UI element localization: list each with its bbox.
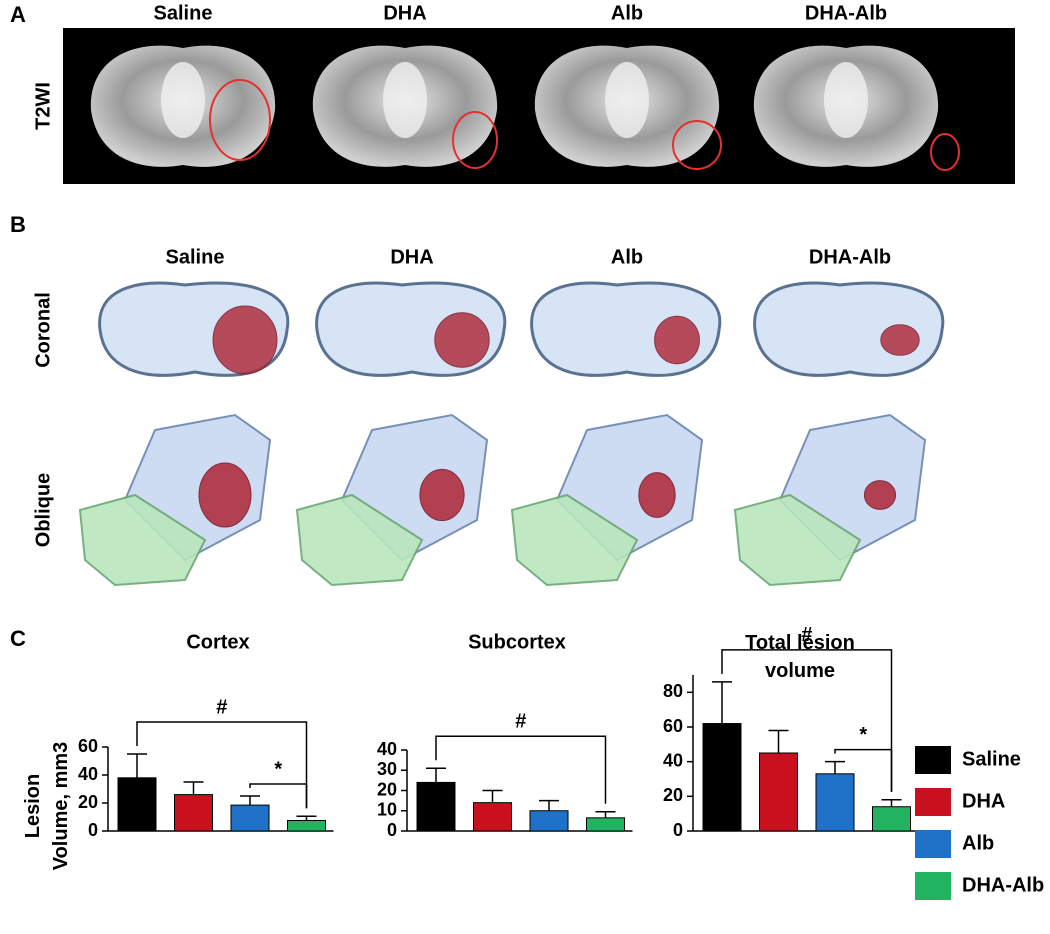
- mri-slice: [90, 45, 276, 167]
- legend-label: DHA-Alb: [962, 874, 1044, 896]
- bar: [815, 773, 855, 832]
- bar: [586, 817, 625, 832]
- significance-bracket: [721, 649, 893, 792]
- coronal-lesion: [212, 305, 278, 375]
- y-tick-label: 10: [377, 800, 397, 820]
- mri-slice: [753, 45, 960, 171]
- panel-label: A: [10, 2, 26, 27]
- coronal-lesion: [654, 315, 700, 365]
- ventricle: [605, 62, 649, 138]
- y-axis-label: Lesion Volume, mm3: [22, 741, 72, 871]
- bar: [117, 777, 157, 832]
- bar: [759, 752, 798, 832]
- significance-mark: *: [274, 758, 282, 780]
- row-label: Oblique: [32, 473, 54, 547]
- bar: [529, 810, 569, 832]
- column-title: Alb: [611, 246, 643, 268]
- oblique-cerebellum: [510, 493, 639, 587]
- y-tick-label: 0: [673, 820, 683, 840]
- y-tick-label: 0: [88, 820, 98, 840]
- legend-swatch: [915, 788, 951, 816]
- significance-mark: #: [216, 696, 227, 718]
- coronal-lesion: [880, 324, 920, 356]
- significance-bracket: [435, 735, 607, 804]
- y-tick-label: 60: [78, 736, 98, 756]
- oblique-lesion: [198, 462, 252, 528]
- panel-label: C: [10, 626, 26, 651]
- lesion-outline: [930, 133, 960, 171]
- y-tick-label: 20: [663, 785, 683, 805]
- y-tick-label: 20: [78, 792, 98, 812]
- bar: [872, 806, 911, 832]
- column-title: DHA-Alb: [809, 246, 891, 268]
- column-title: Saline: [166, 246, 225, 268]
- significance-mark: #: [515, 711, 526, 733]
- y-tick-label: 80: [663, 681, 683, 701]
- legend-label: Alb: [962, 832, 994, 854]
- legend-label: Saline: [962, 748, 1021, 770]
- bar: [702, 723, 742, 832]
- legend-swatch: [915, 746, 951, 774]
- oblique-cerebellum: [295, 493, 424, 587]
- bar: [473, 802, 512, 832]
- significance-bracket: [136, 721, 308, 809]
- y-tick-label: 40: [377, 739, 397, 759]
- ventricle: [824, 62, 868, 138]
- column-title: DHA: [390, 246, 433, 268]
- lesion-outline: [209, 79, 271, 161]
- mri-slice: [312, 45, 498, 169]
- chart-title: Total lesion volume: [745, 632, 855, 682]
- significance-mark: *: [859, 724, 867, 746]
- chart-title: Subcortex: [468, 631, 566, 653]
- mri-slice: [534, 45, 722, 170]
- ventricle: [383, 62, 427, 138]
- coronal-brain: [753, 281, 945, 377]
- oblique-lesion: [863, 480, 897, 510]
- oblique-cerebellum: [733, 493, 862, 587]
- y-tick-label: 30: [377, 759, 397, 779]
- bar: [416, 781, 456, 832]
- significance-bracket: [249, 783, 308, 809]
- row-label: Coronal: [32, 292, 54, 368]
- row-label: T2WI: [32, 82, 54, 130]
- y-tick-label: 40: [663, 750, 683, 770]
- coronal-lesion: [434, 312, 490, 368]
- oblique-lesion: [419, 468, 465, 522]
- y-tick-label: 0: [387, 820, 397, 840]
- column-title: DHA-Alb: [805, 2, 887, 24]
- oblique-lesion: [638, 472, 676, 518]
- chart-title: Cortex: [186, 631, 249, 653]
- bar: [287, 820, 326, 832]
- legend-label: DHA: [962, 790, 1005, 812]
- bar: [230, 804, 270, 832]
- column-title: Saline: [154, 2, 213, 24]
- ventricle: [161, 62, 205, 138]
- y-tick-label: 40: [78, 764, 98, 784]
- significance-bracket: [834, 748, 893, 792]
- panel-label: B: [10, 212, 26, 237]
- column-title: Alb: [611, 2, 643, 24]
- y-tick-label: 20: [377, 779, 397, 799]
- column-title: DHA: [383, 2, 426, 24]
- significance-mark: #: [801, 624, 812, 646]
- legend-swatch: [915, 872, 951, 900]
- y-tick-label: 60: [663, 716, 683, 736]
- bar: [174, 794, 213, 832]
- oblique-cerebellum: [78, 493, 207, 587]
- lesion-outline: [672, 120, 722, 170]
- legend-swatch: [915, 830, 951, 858]
- lesion-outline: [452, 111, 498, 169]
